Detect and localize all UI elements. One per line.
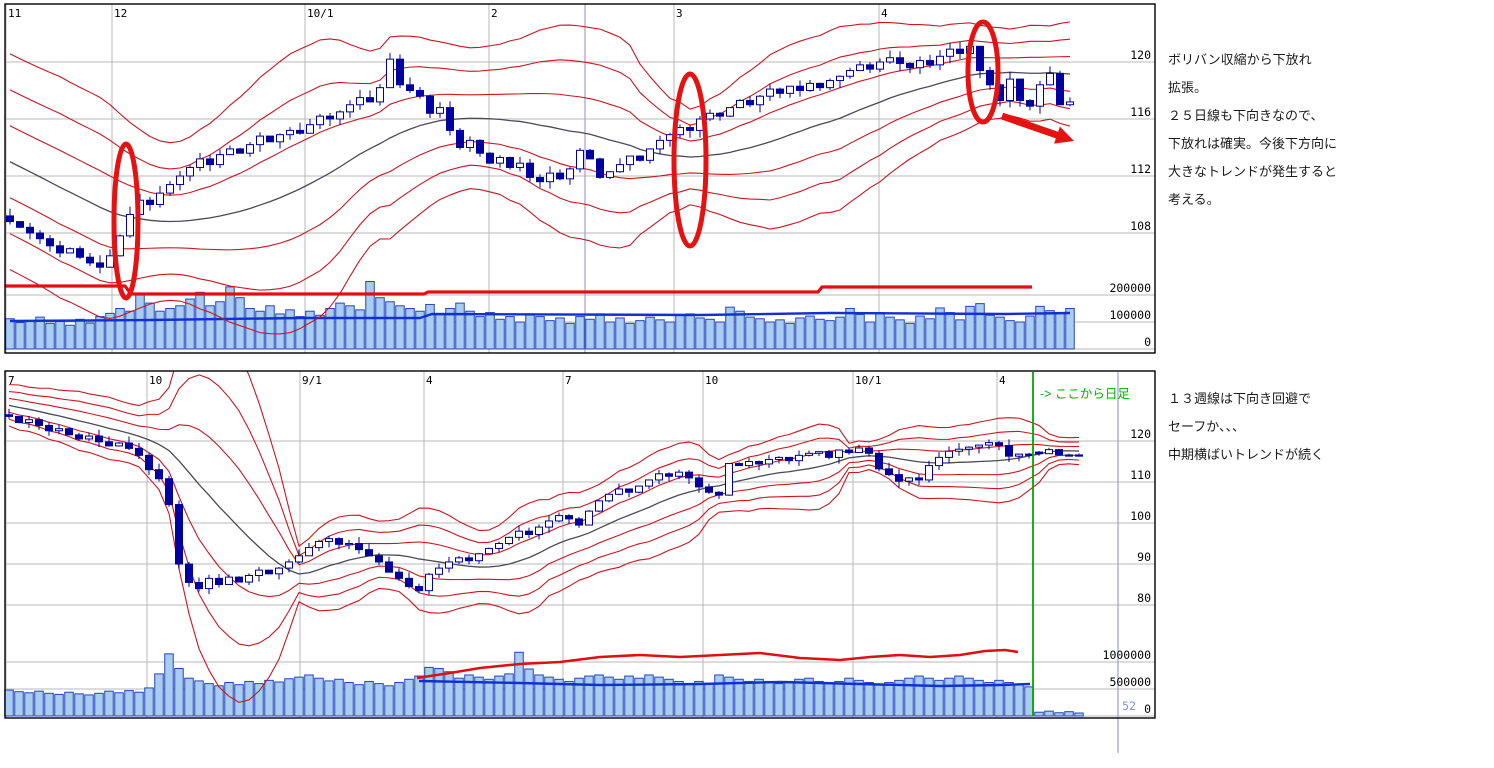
down-arrow [1000, 112, 1062, 140]
x-axis-label: 10 [705, 374, 718, 387]
x-axis-label: 3 [676, 7, 683, 20]
volume-bars [4, 651, 1084, 717]
candlesticks [5, 408, 1083, 595]
y-axis-label: 116 [1130, 105, 1151, 119]
highlight-ellipse [671, 71, 709, 249]
note-line: １３週線は下向き回避で [1168, 391, 1312, 406]
y-axis-label: 0 [1144, 702, 1151, 716]
y-axis-label: 120 [1130, 427, 1151, 441]
x-axis-label: 7 [8, 374, 15, 387]
note-line: 大きなトレンドが発生すると [1168, 164, 1338, 179]
x-axis-label: 12 [114, 7, 127, 20]
weekly-chart: 7 10 9/1 4 7 10 10/1 4 120 110 100 90 80 1000000 50000… [4, 370, 1156, 753]
x-axis-label: 4 [881, 7, 888, 20]
weekly-chart-note: １３週線は下向き回避で セーフか、、、 中期横ばいトレンドが続く [1168, 385, 1324, 469]
y-axis-label: 112 [1130, 162, 1151, 176]
highlight-ellipse [965, 19, 1001, 125]
down-arrow-head [1054, 126, 1074, 144]
y-axis-label: 0 [1144, 335, 1151, 349]
daily-chart: 11 12 10/1 2 3 4 120 116 112 108 200000 100000 0 [4, 3, 1156, 354]
y-axis-label: 120 [1130, 48, 1151, 62]
y-axis-label: 90 [1137, 550, 1151, 564]
x-axis-label: 4 [426, 374, 433, 387]
x-axis-label: 10/1 [307, 7, 334, 20]
y-axis-label: 100000 [1109, 308, 1151, 322]
x-axis-label: 7 [565, 374, 572, 387]
x-axis-label: 4 [999, 374, 1006, 387]
y-axis-label: 108 [1130, 219, 1151, 233]
y-axis-label: 80 [1137, 591, 1151, 605]
x-axis-label: 10/1 [855, 374, 882, 387]
note-line: 中期横ばいトレンドが続く [1168, 447, 1325, 462]
y-axis-label: 100 [1130, 509, 1151, 523]
y-axis-label: 200000 [1109, 281, 1151, 295]
daily-start-marker-label: -> ここから日足 [1040, 387, 1130, 401]
x-axis-label: 2 [491, 7, 498, 20]
note-line: ２５日線も下向きなので、 [1168, 108, 1324, 123]
daily-chart-note: ボリバン収縮から下放れ 拡張。 ２５日線も下向きなので、 下放れは確実。今後下方… [1168, 46, 1337, 214]
y-axis-label: 500000 [1109, 675, 1151, 689]
bollinger-bands [8, 371, 1080, 703]
bollinger-bands [9, 21, 1071, 335]
x-axis-label: 9/1 [302, 374, 322, 387]
x-axis-label: 11 [8, 7, 21, 20]
note-line: 拡張。 [1168, 80, 1208, 95]
cursor-volume-readout: 52 [1122, 699, 1136, 713]
x-axis-label: 10 [149, 374, 162, 387]
hand-annotations [111, 19, 1074, 301]
note-line: 下放れは確実。今後下方向に [1168, 136, 1338, 151]
note-line: セーフか、、、 [1168, 419, 1245, 434]
note-line: 考える。 [1168, 192, 1220, 207]
candlesticks [6, 41, 1074, 274]
y-axis-label: 110 [1130, 468, 1151, 482]
y-axis-label: 1000000 [1103, 648, 1152, 662]
highlight-ellipse [111, 141, 141, 301]
volume-bars [5, 281, 1075, 350]
note-line: ボリバン収縮から下放れ [1168, 52, 1312, 67]
